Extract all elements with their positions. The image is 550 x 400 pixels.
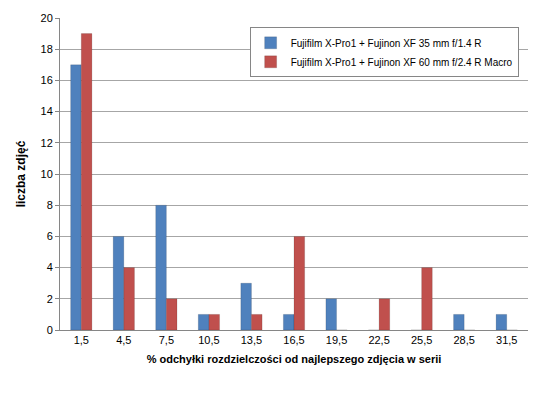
svg-text:28,5: 28,5 — [453, 334, 474, 346]
svg-text:20: 20 — [41, 12, 53, 24]
svg-text:8: 8 — [47, 199, 53, 211]
svg-text:14: 14 — [41, 105, 53, 117]
svg-text:22,5: 22,5 — [368, 334, 389, 346]
svg-text:4,5: 4,5 — [116, 334, 131, 346]
svg-text:25,5: 25,5 — [411, 334, 432, 346]
svg-text:0: 0 — [47, 324, 53, 336]
svg-text:Fujifilm X-Pro1 + Fujinon XF 3: Fujifilm X-Pro1 + Fujinon XF 35 mm f/1.4… — [291, 38, 482, 49]
svg-text:Fujifilm X-Pro1 + Fujinon XF 6: Fujifilm X-Pro1 + Fujinon XF 60 mm f/2.4… — [291, 57, 513, 68]
svg-text:6: 6 — [47, 230, 53, 242]
svg-text:7,5: 7,5 — [159, 334, 174, 346]
svg-text:4: 4 — [47, 261, 53, 273]
svg-text:10,5: 10,5 — [198, 334, 219, 346]
svg-text:2: 2 — [47, 293, 53, 305]
svg-text:16: 16 — [41, 74, 53, 86]
svg-text:10: 10 — [41, 168, 53, 180]
svg-text:19,5: 19,5 — [326, 334, 347, 346]
svg-text:% odchyłki rozdzielczości od n: % odchyłki rozdzielczości od najlepszego… — [147, 353, 442, 365]
svg-text:31,5: 31,5 — [496, 334, 517, 346]
svg-text:1,5: 1,5 — [74, 334, 89, 346]
svg-text:13,5: 13,5 — [241, 334, 262, 346]
svg-text:liczba zdjęć: liczba zdjęć — [14, 140, 28, 207]
svg-text:12: 12 — [41, 137, 53, 149]
svg-text:18: 18 — [41, 43, 53, 55]
svg-text:16,5: 16,5 — [283, 334, 304, 346]
